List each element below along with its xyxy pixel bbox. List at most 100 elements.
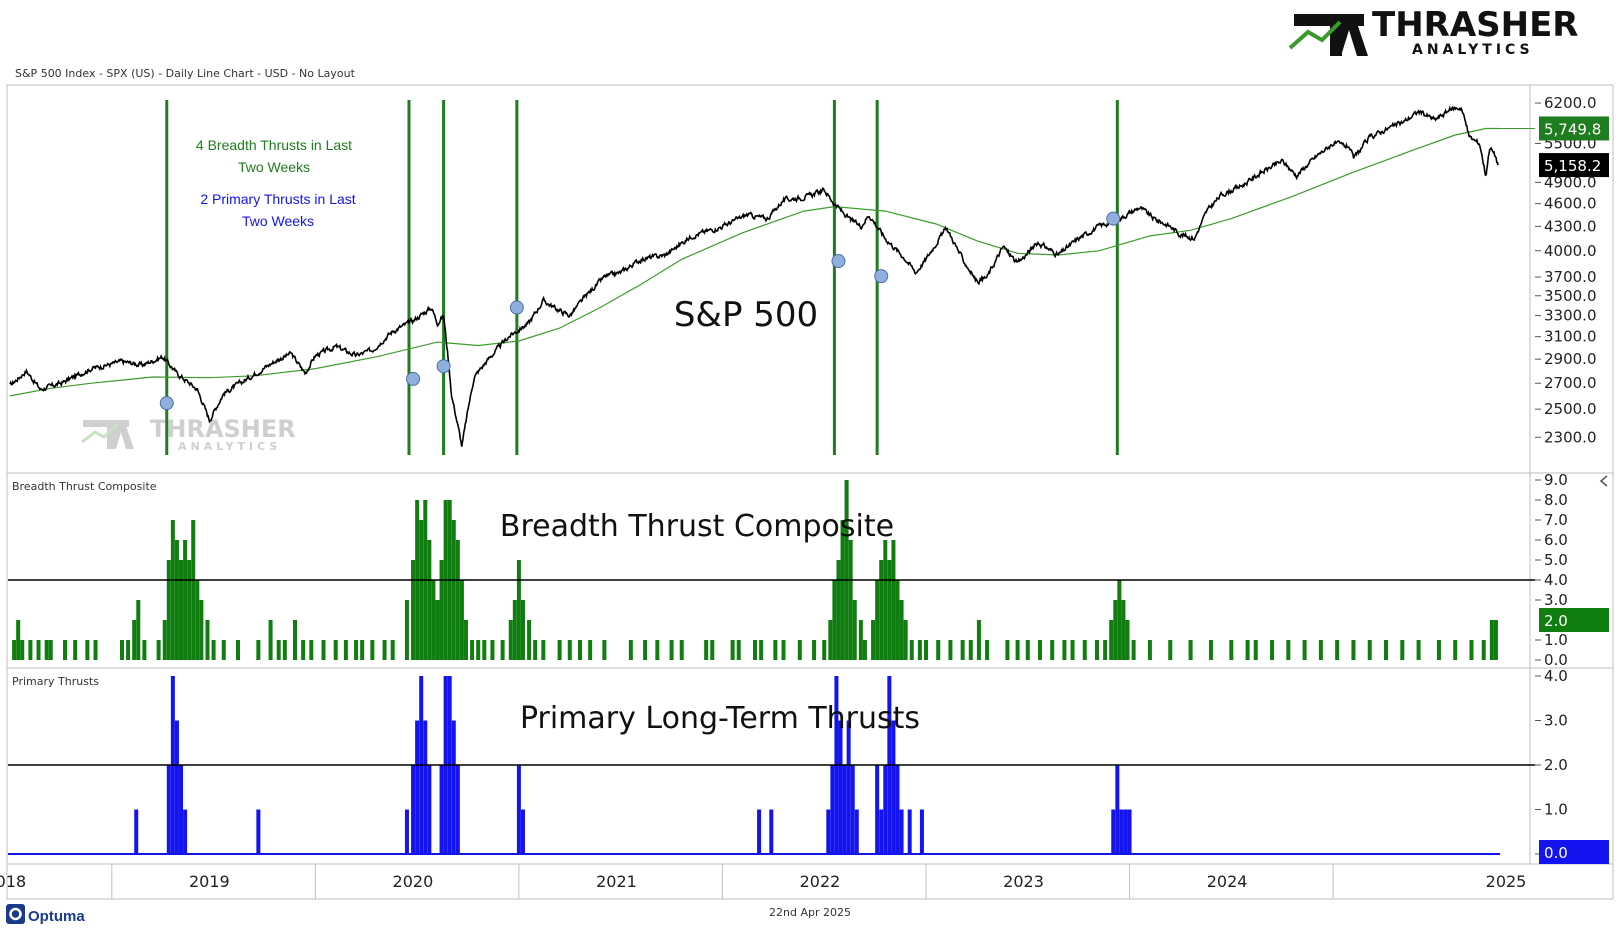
primary-bar: [899, 809, 904, 854]
primary-thrust-marker: [406, 371, 421, 386]
collapse-arrow-icon[interactable]: [1599, 475, 1608, 487]
breadth-bar: [1400, 640, 1405, 660]
breadth-thrust-lines: [165, 100, 1119, 455]
breadth-tick-label: 7.0: [1544, 511, 1568, 529]
breadth-bar: [1489, 620, 1494, 660]
breadth-bar: [948, 640, 953, 660]
primary-value-badge-label: 0.0: [1544, 844, 1568, 862]
breadth-bar: [195, 580, 200, 660]
breadth-bar: [20, 640, 25, 660]
price-tick-label: 3500.0: [1544, 287, 1597, 305]
breadth-bar: [431, 580, 436, 660]
breadth-bar: [205, 620, 210, 660]
breadth-bar: [156, 640, 161, 660]
breadth-bar: [500, 640, 505, 660]
breadth-bar: [36, 640, 41, 660]
breadth-panel-title: Breadth Thrust Composite: [500, 509, 894, 544]
breadth-bar: [753, 640, 758, 660]
primary-tick-label: 4.0: [1544, 667, 1568, 685]
year-label: 2020: [393, 872, 434, 891]
breadth-bar: [1384, 640, 1389, 660]
breadth-bar: [85, 640, 90, 660]
breadth-tick-label: 3.0: [1544, 591, 1568, 609]
breadth-bar: [1025, 640, 1030, 660]
breadth-bar: [1302, 640, 1307, 660]
year-label: 2025: [1486, 872, 1527, 891]
breadth-y-axis: 9.0 8.0 7.0 6.0 5.0 4.0 3.0 1.0 0.0: [1535, 471, 1568, 669]
breadth-bar: [419, 520, 424, 660]
breadth-bar: [960, 640, 965, 660]
primary-thrust-marker: [874, 269, 889, 284]
breadth-bar: [166, 560, 171, 660]
breadth-bar: [16, 620, 21, 660]
primary-bar: [895, 765, 900, 854]
breadth-bar: [470, 640, 475, 660]
price-tick-label: 2300.0: [1544, 428, 1597, 446]
breadth-bar: [126, 640, 131, 660]
breadth-bar: [136, 600, 141, 660]
breadth-bar: [179, 560, 184, 660]
primary-panel-title: Primary Long-Term Thrusts: [520, 701, 920, 736]
year-label: 2022: [800, 872, 841, 891]
breadth-bar: [812, 640, 817, 660]
breadth-bar: [1082, 640, 1087, 660]
breadth-bar: [887, 560, 892, 660]
breadth-bar: [862, 640, 867, 660]
year-label: 2018: [0, 872, 26, 891]
breadth-bar: [1436, 640, 1441, 660]
primary-bar: [826, 809, 831, 854]
ma-value-badge: [1539, 116, 1609, 141]
breadth-bar: [527, 620, 532, 660]
breadth-bar: [482, 640, 487, 660]
breadth-bar: [679, 640, 684, 660]
breadth-bar: [1253, 640, 1258, 660]
breadth-bar: [382, 640, 387, 660]
breadth-bar: [879, 560, 884, 660]
breadth-bar: [1188, 640, 1193, 660]
primary-y-axis: 4.0 3.0 2.0 1.0 0.0: [1535, 667, 1568, 863]
breadth-bar: [875, 580, 880, 660]
footer: Optuma 22nd Apr 2025: [6, 904, 851, 925]
primary-thrust-marker: [509, 300, 524, 315]
breadth-bar: [309, 640, 314, 660]
breadth-bar: [1168, 640, 1173, 660]
primary-panel-label: Primary Thrusts: [12, 675, 99, 688]
breadth-bar: [370, 640, 375, 660]
breadth-bar: [588, 640, 593, 660]
breadth-bar: [655, 640, 660, 660]
chart-descriptor: S&P 500 Index - SPX (US) - Daily Line Ch…: [15, 67, 356, 80]
primary-bar: [174, 720, 179, 854]
year-label: 2021: [596, 872, 637, 891]
primary-bar: [516, 765, 521, 854]
optuma-logo-icon: [6, 904, 25, 924]
primary-bar: [404, 809, 409, 854]
primary-bar: [134, 809, 139, 854]
price-y-axis: 6200.05500.04900.04600.04300.04000.03700…: [1535, 94, 1597, 446]
breadth-bar: [187, 560, 192, 660]
breadth-bar: [710, 640, 715, 660]
breadth-tick-label: 6.0: [1544, 531, 1568, 549]
breadth-bar: [781, 640, 786, 660]
breadth-bar: [797, 640, 802, 660]
primary-tick-label: 3.0: [1544, 712, 1568, 730]
breadth-bar: [119, 640, 124, 660]
breadth-bar: [343, 640, 348, 660]
primary-thrust-marker: [1106, 211, 1121, 226]
breadth-bar: [1147, 640, 1152, 660]
breadth-bar: [848, 540, 853, 660]
moving-average-line: [9, 127, 1498, 397]
breadth-bar: [1335, 640, 1340, 660]
breadth-bar: [1367, 640, 1372, 660]
breadth-bar: [1131, 640, 1136, 660]
breadth-panel: Breadth Thrust Composite Breadth Thrust …: [8, 471, 1609, 669]
breadth-bar: [48, 640, 53, 660]
primary-thrust-marker: [159, 396, 174, 411]
breadth-bar: [602, 640, 607, 660]
year-label: 2024: [1207, 872, 1248, 891]
breadth-bar: [183, 540, 188, 660]
primary-bar: [757, 809, 762, 854]
price-panel: THRASHER ANALYTICS 4 Breadth Thrusts in …: [9, 94, 1609, 455]
breadth-bar: [199, 600, 204, 660]
breadth-bar: [191, 520, 196, 660]
